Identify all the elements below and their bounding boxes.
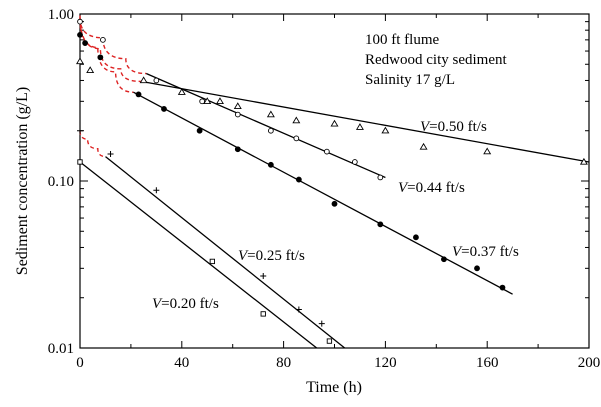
data-point-series-1 xyxy=(77,18,83,25)
y-tick-label: 0.01 xyxy=(48,341,74,357)
data-point-series-2 xyxy=(413,234,419,241)
data-point-series-0 xyxy=(233,102,242,110)
data-point-series-0 xyxy=(579,157,588,165)
data-point-series-0 xyxy=(177,88,186,95)
data-point-series-3 xyxy=(295,306,302,313)
data-point-series-4 xyxy=(260,311,266,317)
x-tick-label: 40 xyxy=(174,355,189,371)
series-label-v037: V=0.37 ft/s xyxy=(452,244,519,260)
series-label-v025: V=0.25 ft/s xyxy=(238,248,305,264)
data-point-series-3 xyxy=(107,151,114,158)
data-point-series-2 xyxy=(441,256,447,263)
y-tick-label: 0.10 xyxy=(48,174,74,190)
data-point-series-4 xyxy=(209,258,215,265)
axis-ticks xyxy=(79,13,590,349)
data-point-series-2 xyxy=(135,91,142,98)
data-point-series-0 xyxy=(266,110,275,118)
data-point-series-3 xyxy=(318,320,325,327)
fit-line-series-3 xyxy=(105,156,346,349)
fit-line-series-2 xyxy=(133,91,513,295)
data-point-series-1 xyxy=(352,159,358,165)
data-point-series-2 xyxy=(234,146,241,153)
data-point-series-0 xyxy=(215,97,224,105)
data-point-series-2 xyxy=(474,265,480,272)
data-point-series-0 xyxy=(419,142,428,150)
data-point-series-2 xyxy=(295,176,302,183)
data-point-series-0 xyxy=(483,147,492,155)
annotation-sediment: Redwood city sediment xyxy=(365,52,507,68)
annotation-salinity: Salinity 17 g/L xyxy=(365,72,455,88)
series-label-v020: V=0.20 ft/s xyxy=(152,296,219,312)
data-point-series-1 xyxy=(293,135,300,142)
x-tick-label: 160 xyxy=(476,355,499,371)
data-point-series-3 xyxy=(153,187,160,194)
x-tick-label: 200 xyxy=(578,355,601,371)
y-tick-label: 1.00 xyxy=(48,7,74,23)
x-axis-label: Time (h) xyxy=(306,379,362,396)
data-point-series-0 xyxy=(139,76,148,84)
data-point-series-2 xyxy=(331,200,338,207)
extrapolation-curve-series-2 xyxy=(79,15,134,93)
data-point-series-3 xyxy=(260,272,267,279)
extrapolation-curve-series-1 xyxy=(79,17,147,75)
data-point-series-1 xyxy=(199,98,206,105)
x-tick-label: 80 xyxy=(276,355,291,371)
fit-lines xyxy=(79,72,590,349)
data-point-series-2 xyxy=(499,284,506,291)
data-point-series-1 xyxy=(234,111,241,118)
data-point-series-0 xyxy=(381,126,390,134)
extrapolation-curve-series-3 xyxy=(79,130,106,158)
data-point-series-2 xyxy=(267,161,274,168)
data-point-series-4 xyxy=(77,159,83,165)
data-point-series-0 xyxy=(76,57,84,65)
tick-labels: 0 40 80 120 160 200 0.01 0.10 1.00 xyxy=(48,7,601,371)
data-point-series-4 xyxy=(326,338,333,344)
data-point-series-1 xyxy=(100,37,106,43)
data-point-series-1 xyxy=(153,77,160,84)
extrapolation-curves xyxy=(79,15,147,158)
data-point-series-0 xyxy=(86,66,95,74)
x-tick-label: 120 xyxy=(374,355,397,371)
series-label-v050: V=0.50 ft/s xyxy=(420,119,487,135)
data-point-series-1 xyxy=(377,174,384,181)
fit-line-series-4 xyxy=(79,161,318,349)
data-point-series-0 xyxy=(330,119,339,127)
series-label-v044: V=0.44 ft/s xyxy=(398,180,465,196)
data-point-series-0 xyxy=(292,116,301,124)
data-point-series-2 xyxy=(377,221,384,228)
data-point-series-0 xyxy=(203,97,212,105)
data-points xyxy=(76,18,588,344)
data-point-series-3 xyxy=(77,127,83,134)
fit-line-series-0 xyxy=(140,80,590,163)
data-point-series-1 xyxy=(324,148,330,155)
x-tick-label: 0 xyxy=(76,355,84,371)
y-axis-label: Sediment concentration (g/L) xyxy=(14,87,31,275)
annotation-flume: 100 ft flume xyxy=(365,32,439,48)
data-point-series-2 xyxy=(82,40,88,46)
data-point-series-2 xyxy=(161,106,167,112)
data-point-series-0 xyxy=(355,123,364,130)
fit-line-series-1 xyxy=(145,72,386,179)
data-point-series-2 xyxy=(196,127,203,134)
data-point-series-2 xyxy=(97,54,104,61)
data-point-series-2 xyxy=(77,31,83,38)
data-point-series-1 xyxy=(268,127,274,134)
